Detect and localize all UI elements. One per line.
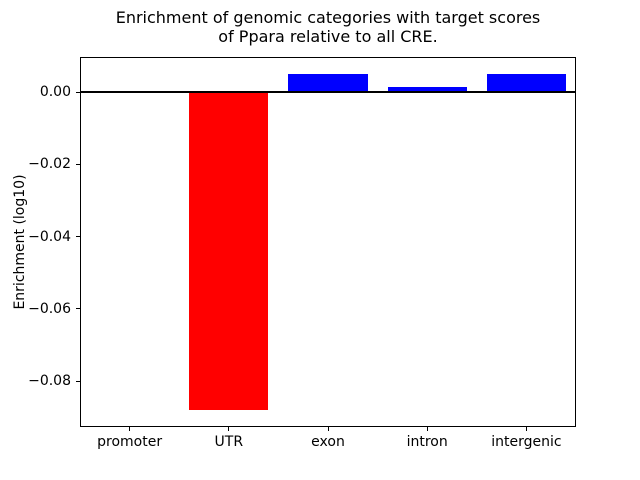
bar-exon (288, 73, 368, 93)
y-tick-label-4: −0.08 (28, 373, 71, 390)
x-tick-label-exon: exon (311, 434, 345, 450)
x-tick-label-UTR: UTR (214, 434, 244, 450)
bar-UTR (189, 92, 269, 411)
x-tick-label-promoter: promoter (97, 434, 163, 450)
bar-intron (387, 86, 467, 93)
x-tick-mark-intron (426, 427, 428, 431)
y-tick-label-2: −0.04 (28, 228, 71, 245)
x-tick-label-intergenic: intergenic (491, 434, 562, 450)
y-tick-mark-2 (76, 236, 80, 238)
x-tick-mark-exon (327, 427, 329, 431)
bar-intergenic (486, 73, 567, 93)
y-tick-mark-4 (76, 380, 80, 382)
x-tick-label-intron: intron (406, 434, 448, 450)
y-tick-label-0: 0.00 (39, 84, 71, 101)
x-tick-mark-promoter (129, 427, 131, 431)
y-tick-label-1: −0.02 (28, 156, 71, 173)
chart-title-line1: Enrichment of genomic categories with ta… (115, 8, 541, 27)
zero-reference-line (80, 91, 576, 94)
chart-title-line2: of Ppara relative to all CRE. (218, 27, 438, 46)
x-tick-mark-UTR (228, 427, 230, 431)
chart-title: Enrichment of genomic categories with ta… (80, 8, 576, 46)
plot-area (80, 57, 576, 427)
y-tick-mark-3 (76, 308, 80, 310)
y-tick-mark-1 (76, 163, 80, 165)
x-tick-mark-intergenic (525, 427, 527, 431)
y-tick-label-3: −0.06 (28, 300, 71, 317)
y-tick-mark-0 (76, 91, 80, 93)
